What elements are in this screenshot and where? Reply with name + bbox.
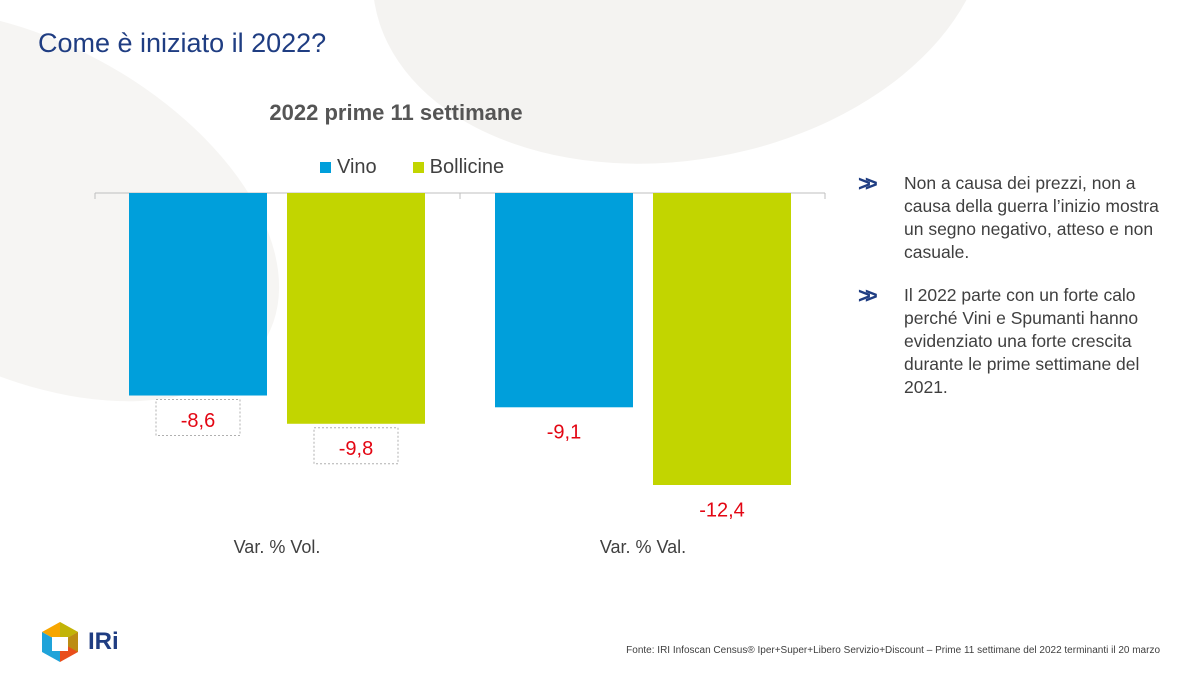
logo-text: IRi [88,628,119,655]
chart-legend: Vino Bollicine [320,156,504,179]
data-label-box [155,399,241,437]
category-label: Var. % Vol. [234,537,321,557]
page-title: Come è iniziato il 2022? [38,28,327,58]
source-note: Fonte: IRI Infoscan Census® Iper+Super+L… [626,645,1160,656]
data-label: -9,1 [547,422,581,444]
double-chevron-right-icon: >> [858,171,878,196]
legend-item-bollicine: Bollicine [412,156,505,179]
bullet-item: >> Non a causa dei prezzi, non a causa d… [858,172,1178,264]
bar-vino-2 [495,193,633,408]
legend-swatch-vino [320,162,331,173]
bar-bollicine-1 [287,193,425,424]
data-label: -8,6 [181,410,215,432]
bullet-item: >> Il 2022 parte con un forte calo perch… [858,284,1178,399]
legend-swatch-bollicine [412,162,424,173]
bullet-text: Il 2022 parte con un forte calo perché V… [904,285,1140,397]
bar-vino-1 [129,193,267,396]
iri-cube-icon [42,622,78,662]
data-label: -9,8 [339,438,373,460]
bullet-text: Non a causa dei prezzi, non a causa dell… [904,173,1159,262]
iri-logo: IRi [40,620,119,664]
bullet-list: >> Non a causa dei prezzi, non a causa d… [858,172,1178,419]
data-label: -12,4 [699,499,745,521]
chart-title: 2022 prime 11 settimane [269,100,523,125]
legend-label-vino: Vino [337,156,377,178]
legend-label-bollicine: Bollicine [429,156,505,178]
legend-item-vino: Vino [320,156,377,179]
bar-bollicine-2 [653,193,791,485]
data-label-box [313,427,399,465]
category-label: Var. % Val. [600,537,686,557]
double-chevron-right-icon: >> [858,283,878,308]
